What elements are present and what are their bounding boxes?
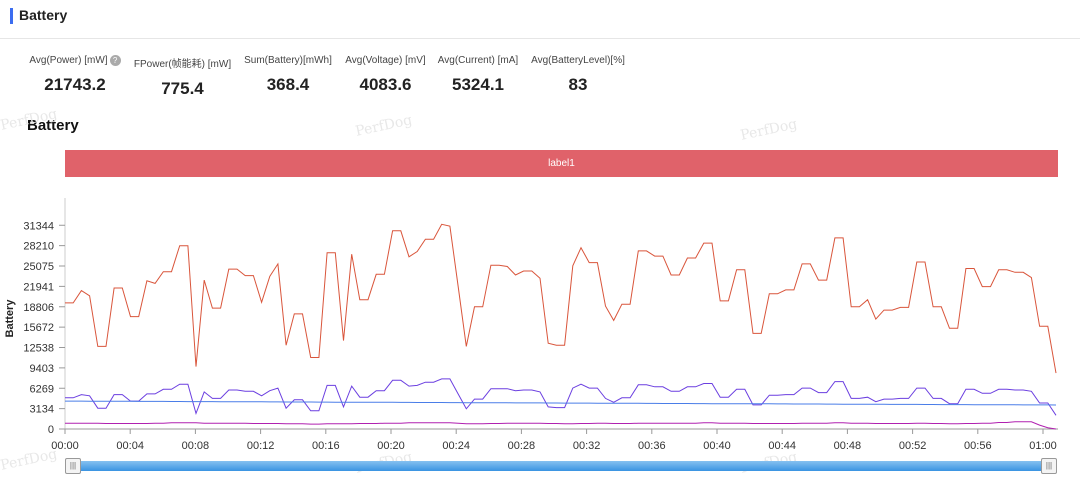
x-tick-label: 00:32: [573, 440, 601, 452]
x-tick-label: 00:24: [442, 440, 470, 452]
x-tick-label: 00:20: [377, 440, 405, 452]
chart-grid: [64, 198, 1058, 430]
y-tick-label: 6269: [30, 383, 54, 395]
y-tick-label: 9403: [30, 363, 54, 375]
stat-value: 83: [568, 75, 588, 94]
stat-avg-battery-level: Avg(BatteryLevel)[%] 83: [523, 55, 633, 95]
stat-label: Avg(Current) [mA]: [437, 55, 519, 66]
y-tick-label: 0: [48, 424, 54, 436]
stat-value: 4083.6: [359, 75, 412, 94]
x-tick-label: 00:16: [312, 440, 340, 452]
x-tick-label: 00:12: [247, 440, 275, 452]
y-tick-label: 31344: [23, 220, 54, 232]
y-axis-label: Battery: [4, 299, 16, 338]
label-bar[interactable]: label1: [65, 150, 1058, 177]
y-tick-label: 28210: [23, 241, 54, 253]
y-tick-label: 21941: [23, 281, 54, 293]
y-tick-label: 12538: [23, 343, 54, 355]
time-range-slider[interactable]: ||| |||: [65, 458, 1057, 474]
x-tick-label: 00:28: [508, 440, 536, 452]
watermark: PerfDog: [738, 116, 799, 144]
y-tick-label: 15672: [23, 322, 54, 334]
stat-label: Avg(Voltage) [mV]: [345, 55, 426, 66]
x-tick-label: 00:04: [116, 440, 144, 452]
x-tick-label: 00:56: [964, 440, 992, 452]
x-tick-label: 00:52: [899, 440, 927, 452]
stat-label: FPower(帧能耗) [mW]: [133, 59, 232, 70]
stat-label: Avg(BatteryLevel)[%]: [531, 55, 625, 66]
x-tick-label: 00:36: [638, 440, 666, 452]
help-icon[interactable]: ?: [109, 55, 121, 66]
x-tick-label: 00:44: [768, 440, 796, 452]
stat-value: 368.4: [266, 75, 310, 94]
slider-right-handle[interactable]: |||: [1041, 458, 1057, 474]
battery-line-chart[interactable]: 0 3134 6269 9403 12538 15672 18806 21941 25075 28…: [0, 180, 1080, 456]
stat-value: 775.4: [161, 79, 204, 98]
voltage-series-line: [65, 400, 1057, 406]
x-tick-label: 00:08: [182, 440, 210, 452]
stat-avg-current: Avg(Current) [mA] 5324.1: [433, 55, 523, 95]
current-series-line: [65, 378, 1057, 416]
x-tick-label: 00:40: [703, 440, 731, 452]
slider-track[interactable]: [73, 461, 1049, 471]
header-accent-bar: [10, 8, 13, 24]
stat-label: Avg(Power) [mW]?: [20, 55, 130, 66]
stat-label-text: Avg(Power) [mW]: [29, 55, 108, 67]
x-tick-label: 00:00: [51, 440, 79, 452]
x-tick-label: 01:00: [1029, 440, 1057, 452]
series-lines: [65, 223, 1057, 430]
y-axis: 0 3134 6269 9403 12538 15672 18806 21941 25075 28…: [23, 220, 65, 436]
x-axis: 00:00 00:04 00:08 00:12 00:16 00:20 00:24 00:28…: [51, 429, 1057, 452]
page-header: Battery: [0, 0, 1080, 39]
section-title: Battery: [27, 117, 79, 134]
y-tick-label: 25075: [23, 261, 54, 273]
stat-value: 5324.1: [452, 75, 504, 94]
slider-left-handle[interactable]: |||: [65, 458, 81, 474]
stat-value: 21743.2: [44, 75, 106, 95]
x-tick-label: 00:48: [834, 440, 862, 452]
watermark: PerfDog: [353, 112, 414, 140]
page-title: Battery: [19, 7, 68, 23]
y-tick-label: 3134: [30, 404, 54, 416]
stat-sum-battery: Sum(Battery)[mWh] 368.4: [238, 55, 338, 95]
stat-label: Sum(Battery)[mWh]: [244, 55, 332, 66]
stat-fpower: FPower(帧能耗) [mW] 775.4: [130, 55, 235, 99]
stat-avg-voltage: Avg(Voltage) [mV] 4083.6: [338, 55, 433, 95]
battery-level-series-line: [65, 421, 1057, 430]
y-tick-label: 18806: [23, 302, 54, 314]
power-series-line: [65, 223, 1057, 374]
stat-avg-power: Avg(Power) [mW]? 21743.2: [20, 55, 130, 95]
